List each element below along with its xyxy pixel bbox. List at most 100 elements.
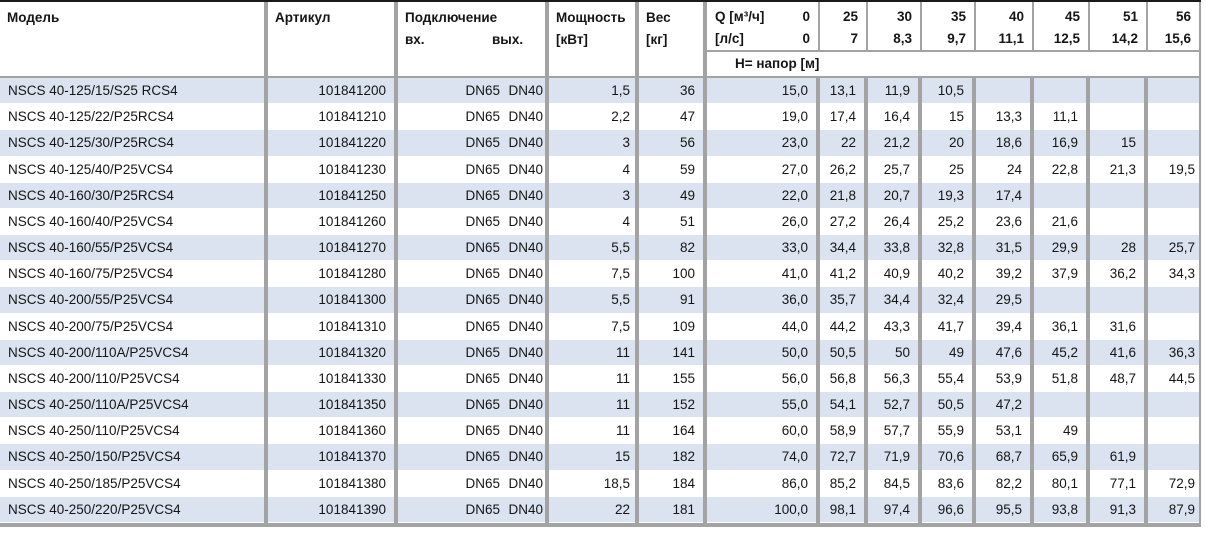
cell-article: 101841330 <box>268 365 398 393</box>
cell-head-q40: 47,2 <box>976 392 1034 419</box>
cell-head-q45: 22,8 <box>1034 156 1090 183</box>
cell-head-q30: 34,4 <box>868 287 922 314</box>
cell-head-q0: 26,0 <box>707 208 820 236</box>
cell-head-q56 <box>1148 78 1201 105</box>
cell-article: 101841390 <box>268 496 398 523</box>
cell-inlet: DN65 <box>465 292 500 308</box>
ls-value-0: 0 <box>802 31 810 46</box>
cell-model: NSCS 40-250/185/P25VCS4 <box>0 470 268 497</box>
cell-head-q30: 57,7 <box>868 418 922 445</box>
cell-head-q0: 50,0 <box>707 339 820 366</box>
cell-head-q56: 19,5 <box>1148 156 1201 183</box>
cell-head-q40: 17,4 <box>976 182 1034 209</box>
table-row: NSCS 40-160/30/P25RCS4 101841250 DN65 DN40 3… <box>0 182 1201 209</box>
q-value-0: 0 <box>802 9 810 24</box>
cell-head-q0: 74,0 <box>707 444 820 471</box>
cell-head-q0: 15,0 <box>707 78 820 105</box>
cell-head-q30: 84,5 <box>868 470 922 497</box>
cell-head-q35: 25,2 <box>922 208 976 236</box>
cell-inlet: DN65 <box>465 83 500 98</box>
cell-outlet: DN40 <box>502 392 549 419</box>
flow-unit-cell: Q [м³/ч] 0 [л/с] 0 <box>707 2 820 50</box>
cell-head-q56 <box>1148 130 1201 157</box>
connection-sublabels: вх. вых. <box>405 29 545 51</box>
cell-head-q25: 44,2 <box>820 313 868 340</box>
cell-article: 101841360 <box>268 418 398 445</box>
cell-power: 5,5 <box>549 287 639 314</box>
cell-model: NSCS 40-125/15/S25 RCS4 <box>0 78 268 105</box>
cell-head-q35: 49 <box>922 339 976 366</box>
power-unit: [кВт] <box>556 32 588 47</box>
cell-head-q56 <box>1148 392 1201 419</box>
cell-power: 1,5 <box>549 78 639 105</box>
cell-inlet: DN65 <box>465 344 500 360</box>
cell-head-q30: 56,3 <box>868 365 922 393</box>
cell-head-q35: 50,5 <box>922 392 976 419</box>
cell-head-q30: 50 <box>868 339 922 366</box>
cell-article: 101841270 <box>268 235 398 262</box>
cell-head-q35: 32,4 <box>922 287 976 314</box>
cell-head-q45 <box>1034 287 1090 314</box>
cell-power: 4 <box>549 208 639 236</box>
ls-unit-label: [л/с] <box>715 31 744 46</box>
cell-model: NSCS 40-160/75/P25VCS4 <box>0 261 268 288</box>
cell-power: 5,5 <box>549 235 639 262</box>
cell-outlet: DN40 <box>502 287 549 314</box>
cell-weight: 91 <box>639 287 707 314</box>
cell-outlet: DN40 <box>502 78 549 105</box>
cell-head-q25: 58,9 <box>820 418 868 445</box>
table-row: NSCS 40-250/110A/P25VCS4 101841350 DN65 DN4… <box>0 392 1201 419</box>
cell-head-q0: 41,0 <box>707 261 820 288</box>
cell-head-q56: 36,3 <box>1148 339 1201 366</box>
cell-head-q35: 70,6 <box>922 444 976 471</box>
cell-head-q40: 39,2 <box>976 261 1034 288</box>
table-row: NSCS 40-160/75/P25VCS4 101841280 DN65 DN40 7… <box>0 261 1201 288</box>
table-row: NSCS 40-200/110/P25VCS4 101841330 DN65 DN40… <box>0 365 1201 393</box>
cell-head-q45: 65,9 <box>1034 444 1090 471</box>
table-row: NSCS 40-160/55/P25VCS4 101841270 DN65 DN40 5… <box>0 235 1201 262</box>
cell-head-q51: 91,3 <box>1090 496 1148 523</box>
cell-article: 101841310 <box>268 313 398 340</box>
cell-head-q35: 40,2 <box>922 261 976 288</box>
cell-head-q35: 55,9 <box>922 418 976 445</box>
cell-model: NSCS 40-200/110A/P25VCS4 <box>0 339 268 366</box>
cell-head-q25: 41,2 <box>820 261 868 288</box>
cell-weight: 100 <box>639 261 707 288</box>
table-row: NSCS 40-125/30/P25RCS4 101841220 DN65 DN40 3… <box>0 130 1201 157</box>
cell-model: NSCS 40-125/40/P25VCS4 <box>0 156 268 183</box>
cell-head-q45: 21,6 <box>1034 208 1090 236</box>
cell-model: NSCS 40-125/22/P25RCS4 <box>0 104 268 131</box>
cell-model: NSCS 40-200/75/P25VCS4 <box>0 313 268 340</box>
cell-head-q35: 41,7 <box>922 313 976 340</box>
flow-header-row: Q [м³/ч] 0 [л/с] 0 25 7 30 8,3 35 9,7 40 11,1 45… <box>707 2 1201 52</box>
cell-head-q56 <box>1148 287 1201 314</box>
cell-article: 101841350 <box>268 392 398 419</box>
cell-head-q40: 47,6 <box>976 339 1034 366</box>
cell-head-q45: 80,1 <box>1034 470 1090 497</box>
cell-head-q40: 13,3 <box>976 104 1034 131</box>
cell-model: NSCS 40-200/110/P25VCS4 <box>0 365 268 393</box>
table-row: NSCS 40-200/110A/P25VCS4 101841320 DN65 DN4… <box>0 339 1201 366</box>
outlet-label: вых. <box>492 32 524 47</box>
cell-head-q0: 100,0 <box>707 496 820 523</box>
table-row: NSCS 40-250/150/P25VCS4 101841370 DN65 DN40… <box>0 444 1201 471</box>
cell-power: 7,5 <box>549 313 639 340</box>
cell-head-q45: 36,1 <box>1034 313 1090 340</box>
cell-head-q56: 34,3 <box>1148 261 1201 288</box>
cell-head-q56: 25,7 <box>1148 235 1201 262</box>
cell-head-q51: 31,6 <box>1090 313 1148 340</box>
cell-head-q35: 32,8 <box>922 235 976 262</box>
cell-power: 18,5 <box>549 470 639 497</box>
cell-head-q51: 36,2 <box>1090 261 1148 288</box>
cell-head-q25: 35,7 <box>820 287 868 314</box>
flow-header-area: Q [м³/ч] 0 [л/с] 0 25 7 30 8,3 35 9,7 40 11,1 45… <box>707 2 1201 76</box>
cell-head-q35: 25 <box>922 156 976 183</box>
cell-article: 101841380 <box>268 470 398 497</box>
cell-power: 11 <box>549 339 639 366</box>
cell-outlet: DN40 <box>502 313 549 340</box>
flow-header-cell-45: 45 12,5 <box>1034 2 1090 50</box>
cell-head-q45: 16,9 <box>1034 130 1090 157</box>
flow-header-cell-40: 40 11,1 <box>976 2 1034 50</box>
cell-model: NSCS 40-250/110/P25VCS4 <box>0 418 268 445</box>
cell-outlet: DN40 <box>502 182 549 209</box>
